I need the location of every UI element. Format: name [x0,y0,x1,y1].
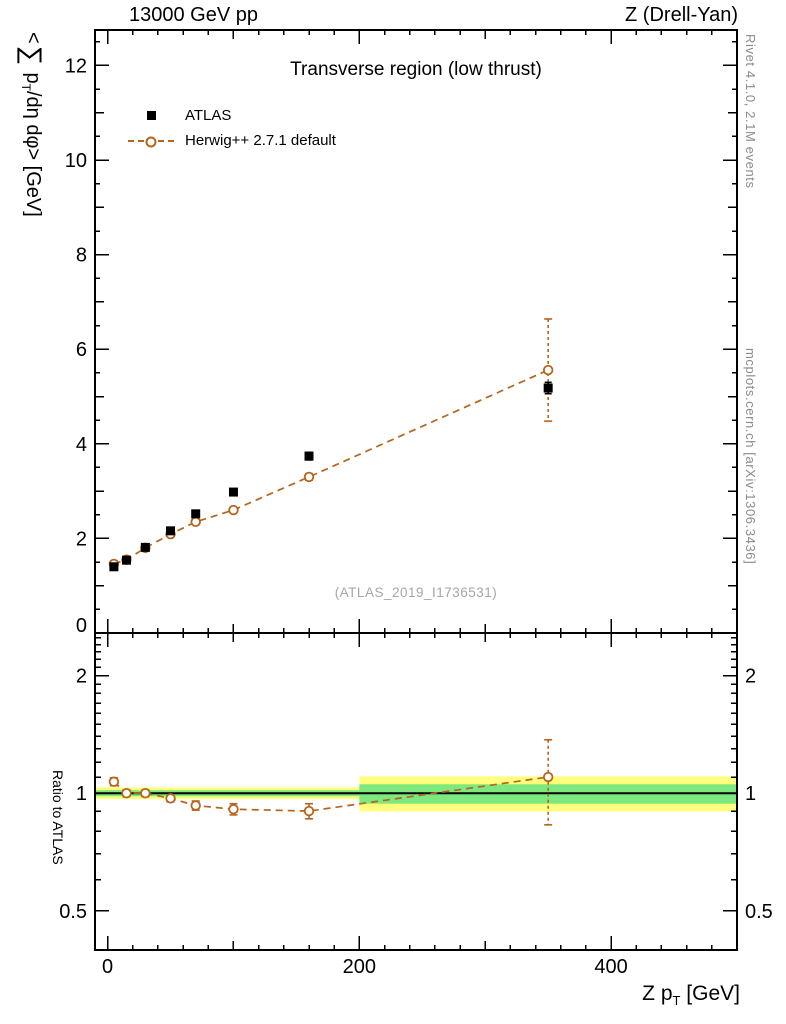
y-title-p: p [22,66,44,84]
tick-label: 6 [76,339,87,361]
atlas-data-point [166,526,176,536]
x-title-post: [GeV] [680,982,740,1005]
atlas-square-marker-icon [146,111,156,120]
y-axis-title: <∑ pT/dη dφ> [GeV] [11,32,48,217]
legend: ATLAS Herwig++ 2.7.1 default [126,103,336,153]
tick-label: 8 [76,245,87,267]
rivet-version-caption: Rivet 4.1.0, 2.1M events [743,34,758,189]
tick-label: 2 [76,528,87,550]
tick-label: 0.5 [59,901,87,923]
ratio-data-point [165,793,176,804]
atlas-data-point [109,562,119,572]
sum-symbol: ∑ [17,45,47,65]
atlas-data-point [304,451,314,461]
ratio-data-point [121,788,132,799]
herwig-data-point [228,504,239,516]
legend-marker-cell [126,111,176,120]
ratio-panel-frame [94,632,738,951]
herwig-curve [113,369,549,565]
ratio-data-point [108,776,120,787]
ratio-axis-title: Ratio to ATLAS [50,770,66,865]
ratio-data-point [140,788,151,799]
ratio-data-point [303,805,315,817]
ratio-curve [113,776,549,812]
y-title-sub: T [19,83,33,91]
plot-title: Transverse region (low thrust) [290,59,542,80]
atlas-data-point [191,509,201,519]
mcplots-arxiv-caption: mcplots.cern.ch [arXiv:1306.3436] [743,348,758,565]
tick-label: 0 [102,956,113,978]
ratio-data-point [542,771,554,783]
herwig-data-point [190,516,201,528]
atlas-data-point [228,487,238,497]
legend-marker-cell [126,136,176,147]
analysis-watermark: (ATLAS_2019_I1736531) [334,585,498,600]
herwig-dashed-line-marker-icon [128,136,174,147]
tick-label: 0 [76,615,87,637]
x-title-sub: T [672,993,681,1009]
herwig-data-point [303,471,315,483]
herwig-open-circle-marker-icon [145,136,157,147]
legend-item-herwig: Herwig++ 2.7.1 default [126,128,336,153]
process-title: Z (Drell-Yan) [625,4,738,26]
legend-item-atlas: ATLAS [126,103,336,128]
tick-label: 400 [594,956,627,978]
tick-label: 2 [76,666,87,688]
legend-label-herwig: Herwig++ 2.7.1 default [185,132,336,149]
x-title-pre: Z p [642,982,673,1005]
y-title-pre: < [22,32,44,44]
ratio-data-point [190,800,201,811]
legend-label-atlas: ATLAS [185,107,232,124]
tick-label: 0.5 [745,901,773,923]
tick-label: 12 [65,55,87,77]
atlas-data-point [121,555,131,565]
tick-label: 1 [76,783,87,805]
atlas-data-point [543,383,553,393]
beam-energy-title: 13000 GeV pp [129,4,258,26]
y-title-post: /dη dφ> [GeV] [22,90,44,217]
tick-label: 200 [343,956,376,978]
tick-label: 10 [65,150,87,172]
tick-label: 2 [745,666,756,688]
atlas-data-point [140,542,150,552]
tick-label: 4 [76,434,87,456]
x-axis-title: Z pT [GeV] [642,982,740,1008]
herwig-data-point [542,364,554,376]
tick-label: 1 [745,783,756,805]
ratio-data-point [228,804,239,815]
